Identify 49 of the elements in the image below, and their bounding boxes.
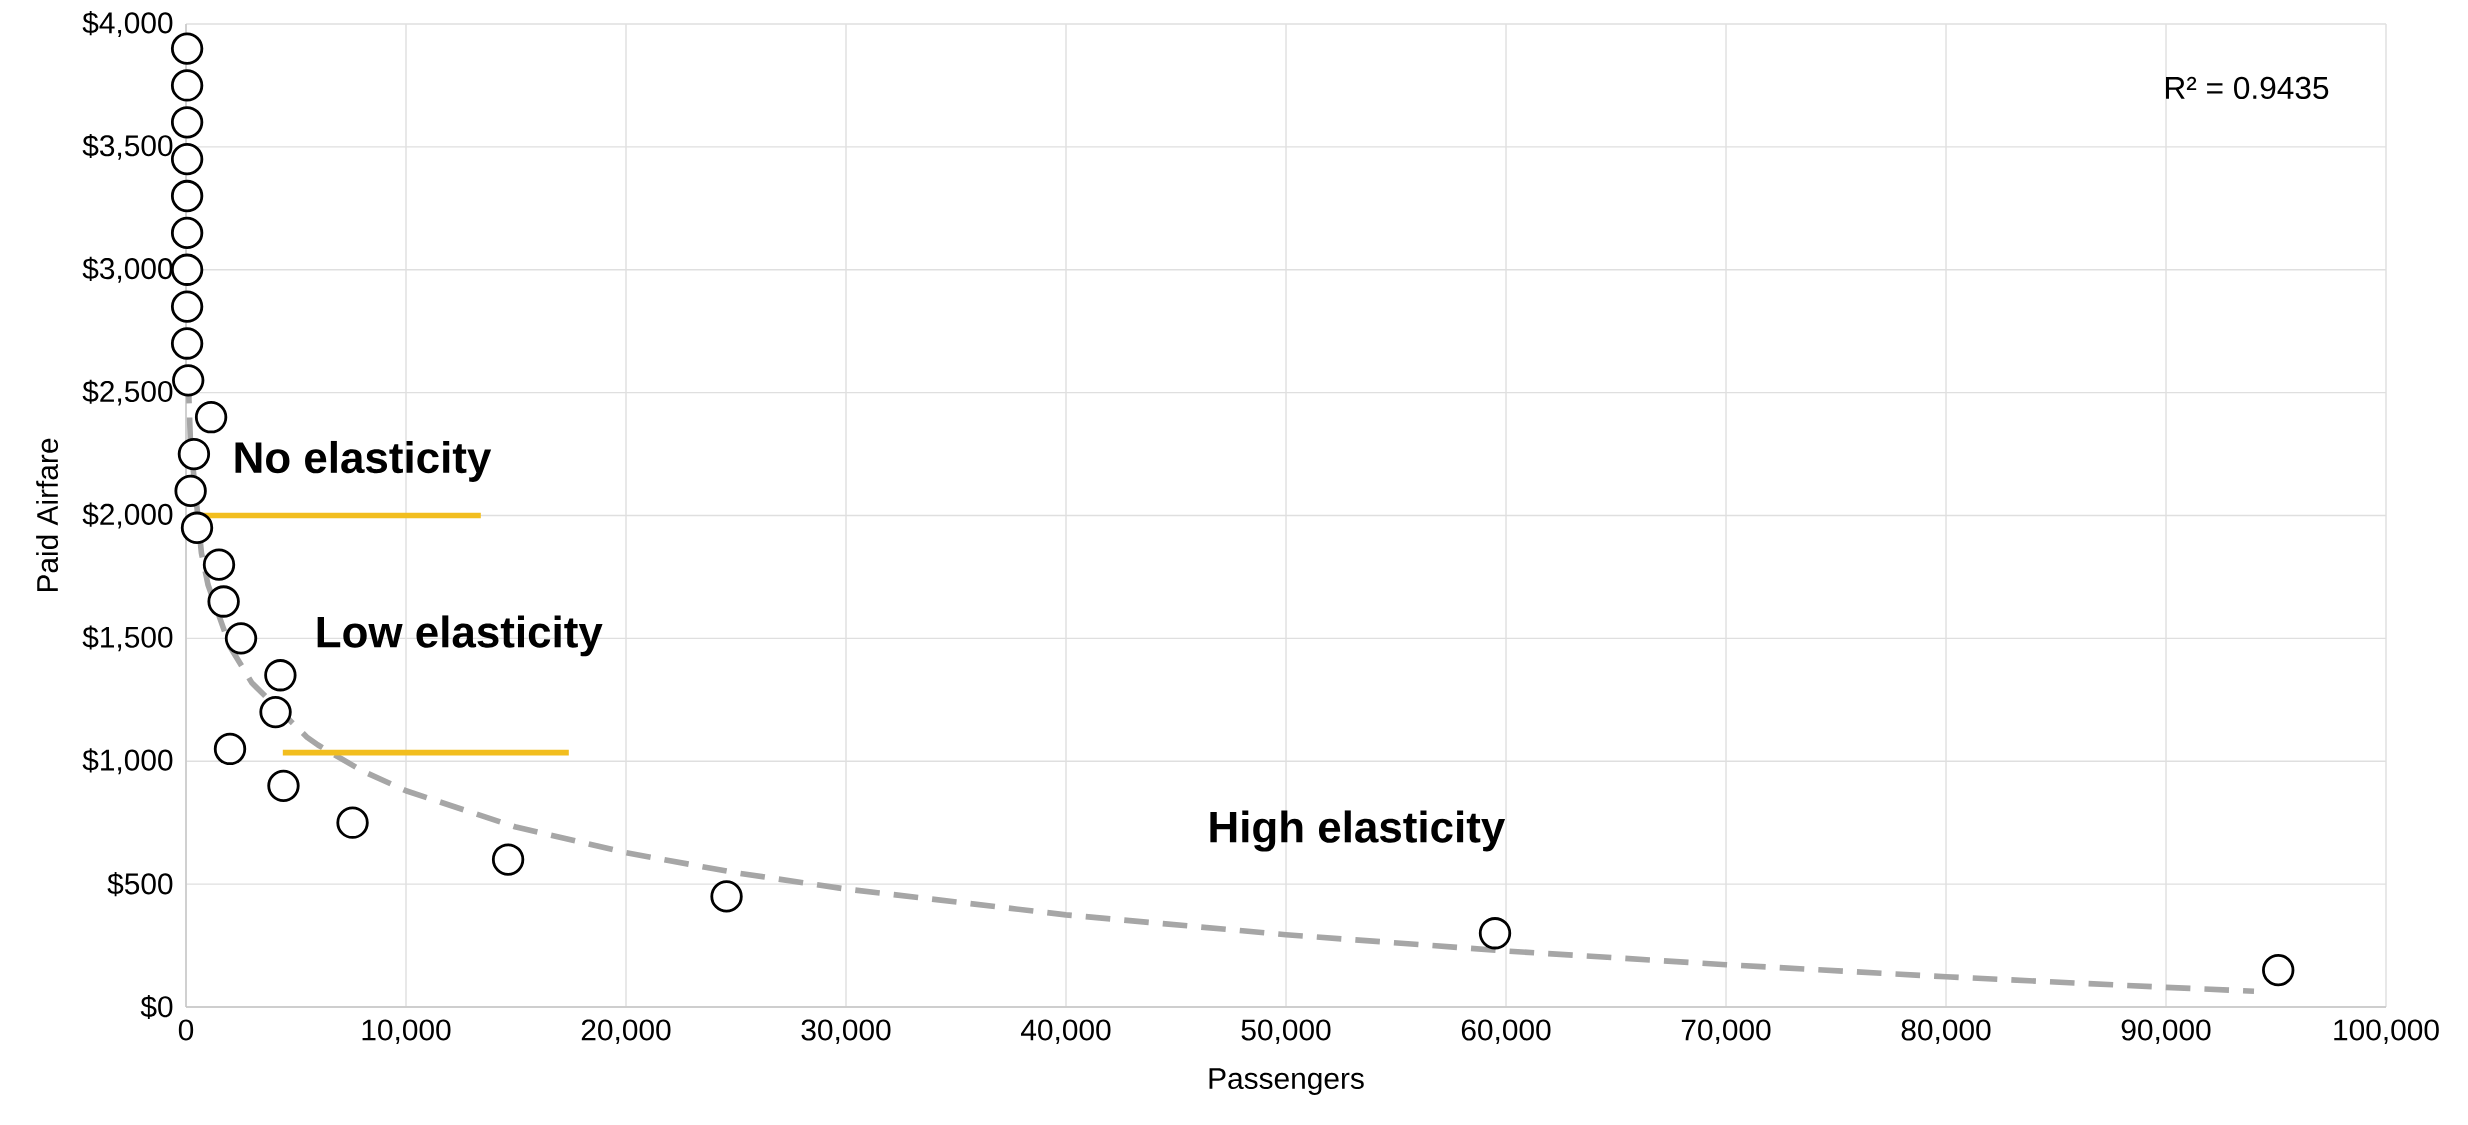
point <box>259 695 292 729</box>
point <box>172 364 205 397</box>
x-tick-label: 60,000 <box>1461 1019 1551 1045</box>
y-tick-label: $0 <box>140 994 173 1020</box>
x-tick-label: 10,000 <box>362 1019 451 1045</box>
point <box>180 511 214 544</box>
point <box>170 253 204 286</box>
y-tick-label: $1,500 <box>82 625 173 652</box>
point <box>177 437 211 471</box>
x-tick-label: 40,000 <box>1020 1019 1111 1045</box>
y-tick-label: $2,000 <box>82 502 173 529</box>
annotation: Low elasticity <box>317 615 603 657</box>
y-tick-label: $1,000 <box>82 748 173 775</box>
annotation: No elasticity <box>235 440 492 482</box>
y-tick-label: $500 <box>107 872 173 897</box>
y-tick-label: $2,500 <box>82 379 173 406</box>
y-tick-label: $3,000 <box>82 256 173 283</box>
point <box>491 843 525 876</box>
point <box>207 585 240 618</box>
annotation: R² = 0.9435 <box>2166 76 2329 100</box>
x-axis-title: Passengers <box>1209 1068 1364 1095</box>
point <box>710 880 743 913</box>
point <box>170 216 204 250</box>
point <box>336 806 369 839</box>
point <box>170 327 204 360</box>
x-tick-label: 30,000 <box>801 1019 891 1045</box>
point <box>2262 953 2295 987</box>
point <box>170 69 204 102</box>
point <box>170 290 204 323</box>
point <box>202 548 236 581</box>
x-tick-label: 90,000 <box>2121 1019 2211 1045</box>
point <box>1478 917 1512 950</box>
point <box>213 732 247 766</box>
point <box>264 659 297 692</box>
point <box>194 401 228 434</box>
point <box>267 769 300 802</box>
x-tick-label: 0 <box>178 1019 194 1041</box>
y-tick-label: $3,500 <box>82 133 173 160</box>
point <box>170 179 204 213</box>
x-tick-label: 70,000 <box>1681 1019 1771 1045</box>
x-tick-label: 20,000 <box>581 1019 671 1045</box>
y-axis-title: Paid Airfare <box>36 438 59 592</box>
point <box>174 474 207 508</box>
y-tick-label: $4,000 <box>82 11 173 37</box>
x-tick-label: 100,000 <box>2334 1019 2439 1045</box>
annotation: High elasticity <box>1210 810 1506 852</box>
x-tick-label: 50,000 <box>1241 1019 1331 1045</box>
point <box>224 622 258 655</box>
x-tick-label: 80,000 <box>1901 1019 1991 1045</box>
